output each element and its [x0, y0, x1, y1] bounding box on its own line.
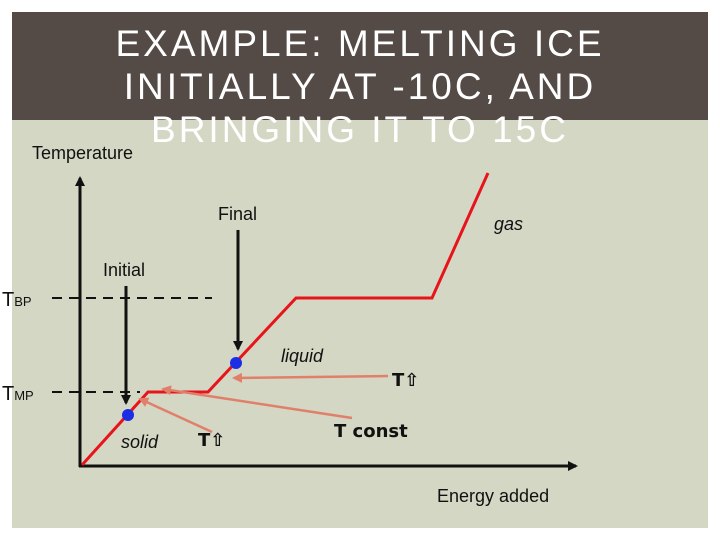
temp-rise-solid-label: T⇧ — [198, 430, 225, 451]
liquid-phase-label: liquid — [281, 346, 324, 366]
temp-rise-liquid-label: T⇧ — [392, 370, 419, 391]
temp-rise-solid-arrow — [138, 397, 213, 434]
title-bar — [12, 12, 708, 120]
temp-rise-liquid-arrow — [232, 372, 389, 383]
boiling-point-label: TBP — [2, 289, 32, 311]
temp-const-label: T const — [334, 421, 408, 442]
melting-point-label: TMP — [2, 383, 34, 405]
y-axis-label: Temperature — [32, 143, 133, 163]
initial-label: Initial — [103, 260, 145, 280]
temp-const-arrow — [161, 385, 353, 420]
final-label: Final — [218, 204, 257, 224]
x-axis-label: Energy added — [437, 486, 549, 506]
solid-phase-label: solid — [121, 432, 159, 452]
final-point — [230, 357, 242, 369]
slide-title: EXAMPLE: MELTING ICE INITIALLY AT -10C, … — [115, 23, 605, 150]
gas-phase-label: gas — [494, 214, 523, 234]
initial-point — [122, 409, 134, 421]
heating-curve — [80, 172, 490, 467]
